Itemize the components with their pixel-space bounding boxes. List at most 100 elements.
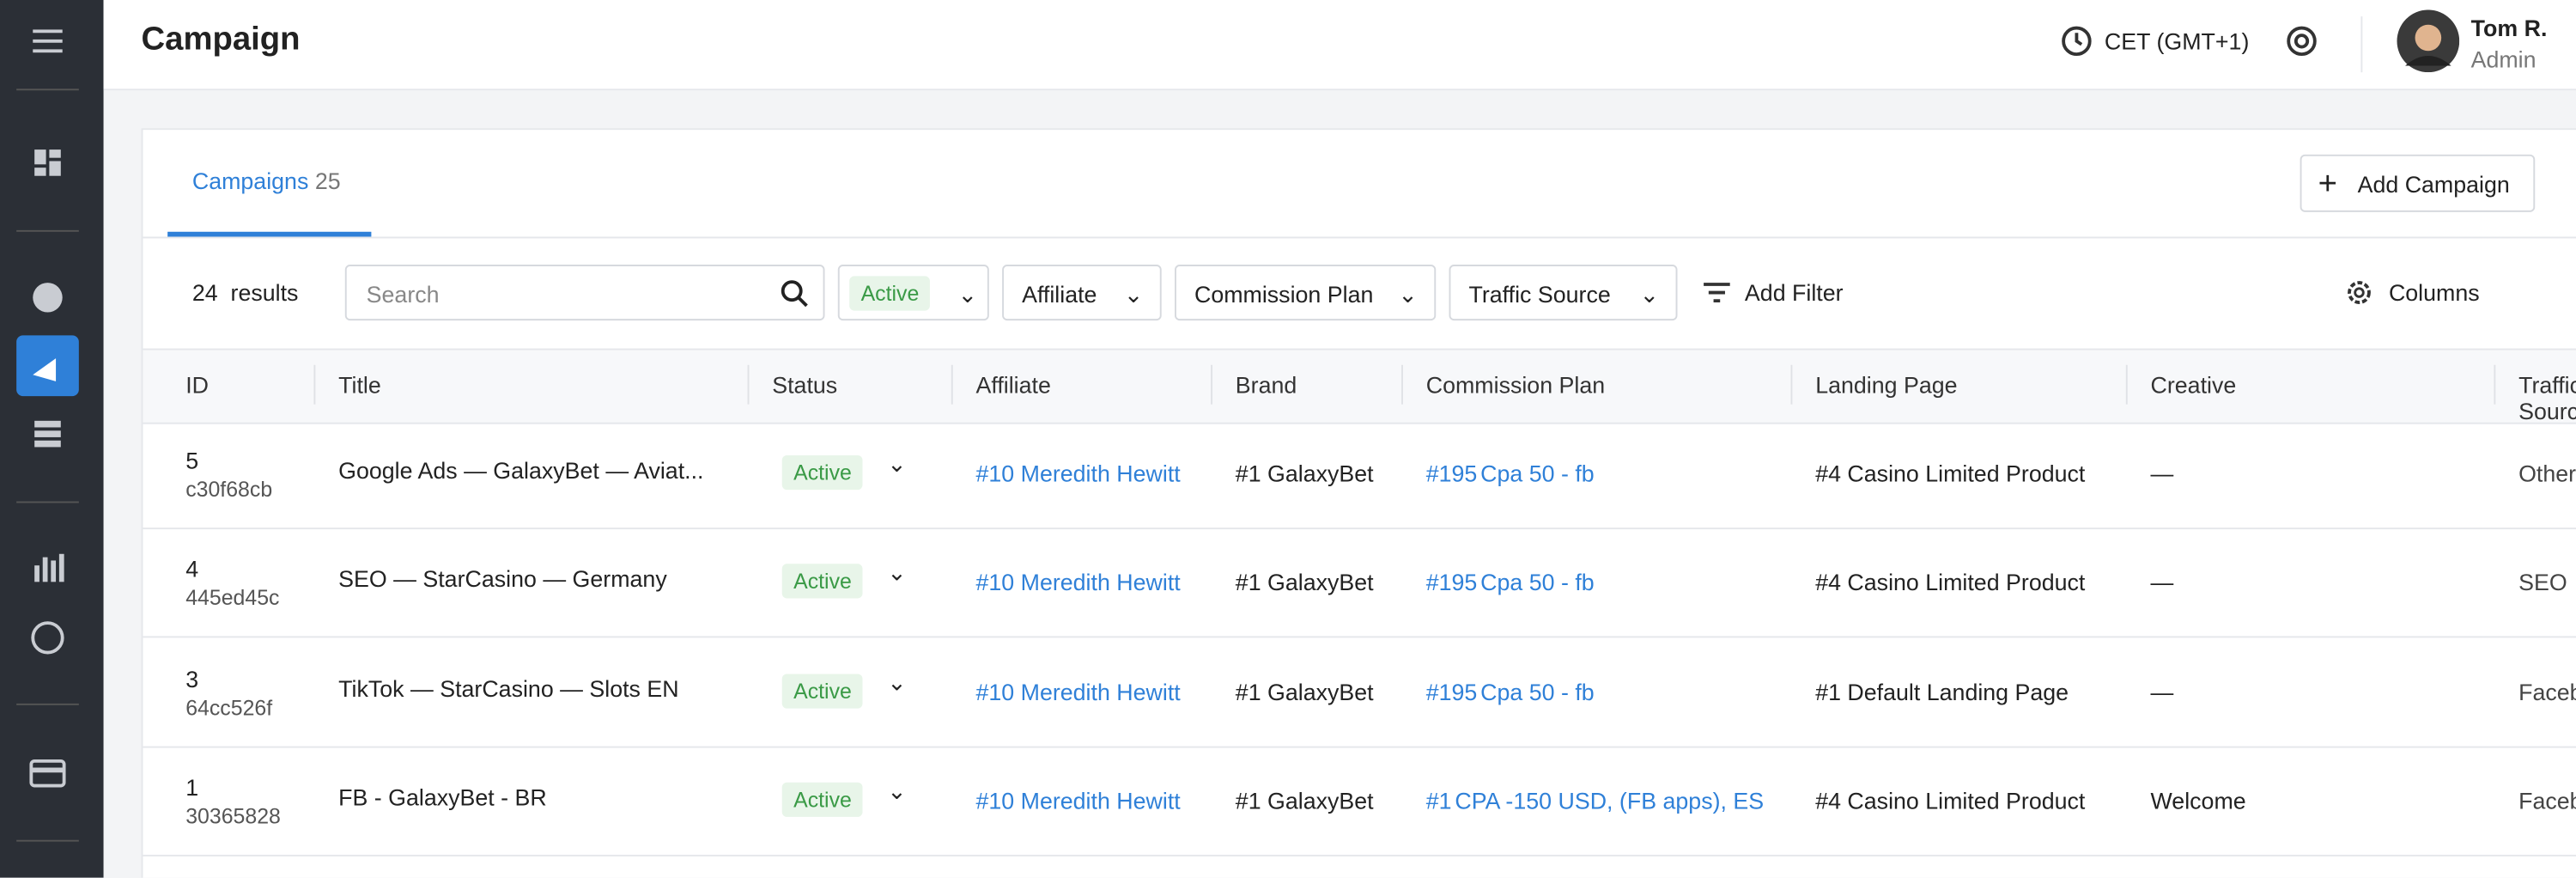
column-header: Landing Page xyxy=(1815,371,1958,399)
commission-plan-link[interactable]: #1 CPA -150 USD, (FB apps), ES xyxy=(1426,787,1764,814)
row-title: Google Ads — GalaxyBet — Aviat... xyxy=(338,456,704,484)
landing-page: #4 Casino Limited Product xyxy=(1815,787,2086,814)
landing-page: #4 Casino Limited Product xyxy=(1815,460,2086,487)
column-divider xyxy=(2125,364,2128,405)
row-divider xyxy=(143,637,2576,638)
filter-dropdown[interactable]: Traffic Source ⌄ xyxy=(1449,265,1678,321)
commission-plan-link[interactable]: #195 Cpa 50 - fb xyxy=(1426,678,1595,704)
chevron: ⌄ xyxy=(1398,281,1418,308)
tab-label: Campaigns xyxy=(191,168,309,194)
status-chevron[interactable]: ⌄ xyxy=(887,777,907,804)
columns-button[interactable]: Columns xyxy=(2388,279,2480,306)
card xyxy=(141,128,2576,878)
plan-id: #195 xyxy=(1425,678,1478,705)
affiliate-link[interactable]: #10 Meredith Hewitt xyxy=(975,787,1181,814)
commission-plan-link[interactable]: #195 Cpa 50 - fb xyxy=(1426,570,1595,596)
brand: #1 GalaxyBet xyxy=(1235,678,1374,705)
search-placeholder: Search xyxy=(366,281,440,308)
plan-id: #195 xyxy=(1425,569,1478,596)
commission-plan-link[interactable]: #195 Cpa 50 - fb xyxy=(1426,460,1595,487)
status-chevron[interactable]: ⌄ xyxy=(887,559,907,586)
tab[interactable]: Campaigns 25 xyxy=(192,168,341,194)
page-title: Campaign xyxy=(141,21,301,58)
row-title: SEO — StarCasino — Germany xyxy=(338,565,667,593)
timezone[interactable]: CET (GMT+1) xyxy=(2104,27,2250,55)
traffic-source: Facebook xyxy=(2518,787,2576,814)
gear-icon xyxy=(2348,281,2371,304)
column-divider xyxy=(951,364,953,405)
creative: Welcome xyxy=(2150,787,2246,814)
chevron: ⌄ xyxy=(1639,281,1659,308)
column-header: ID xyxy=(185,371,209,399)
affiliate-link[interactable]: #10 Meredith Hewitt xyxy=(975,678,1181,705)
header xyxy=(103,0,2576,91)
filter-dropdown[interactable]: Affiliate ⌄ xyxy=(1002,265,1162,321)
plan-name: CPA -150 USD, (FB apps), ES xyxy=(1455,787,1765,814)
status-badge: Active xyxy=(781,782,864,817)
add-filter[interactable]: Add Filter xyxy=(1744,279,1844,306)
row-divider xyxy=(143,527,2576,530)
row-code: c30f68cb xyxy=(185,476,273,502)
tab-underline xyxy=(167,231,372,237)
row-id: 3 xyxy=(185,665,199,692)
help-icon[interactable] xyxy=(2285,25,2318,58)
add-campaign-button[interactable]: + Add Campaign xyxy=(2300,154,2536,212)
column-header: Affiliate xyxy=(975,371,1051,399)
row-title: FB - GalaxyBet - BR xyxy=(338,783,547,811)
row-code: 445ed45c xyxy=(185,585,280,611)
column-header: Traffic Source xyxy=(2518,371,2576,424)
column-divider xyxy=(1211,364,1213,405)
status-badge: Active xyxy=(781,454,864,491)
landing-page: #1 Default Landing Page xyxy=(1815,678,2069,705)
results-count: 24 xyxy=(191,279,218,306)
plan-name: Cpa 50 - fb xyxy=(1480,569,1595,596)
affiliate-link[interactable]: #10 Meredith Hewitt xyxy=(975,569,1181,596)
row-divider xyxy=(143,745,2576,747)
row-id: 4 xyxy=(185,556,199,582)
traffic-source: Other xyxy=(2518,460,2576,487)
status-filter-value: Active xyxy=(849,276,931,311)
column-header: Creative xyxy=(2150,371,2237,399)
brand: #1 GalaxyBet xyxy=(1235,787,1374,814)
plan-id: #195 xyxy=(1425,460,1478,487)
row-id: 5 xyxy=(185,447,199,474)
results-label: results xyxy=(230,279,299,306)
brand: #1 GalaxyBet xyxy=(1235,569,1374,596)
status-chevron[interactable]: ⌄ xyxy=(887,668,907,695)
status-badge: Active xyxy=(781,564,864,600)
user-name: Tom R. xyxy=(2470,15,2548,41)
user-role: Admin xyxy=(2470,46,2537,73)
column-divider xyxy=(1790,364,1793,405)
row-code: 64cc526f xyxy=(185,694,273,720)
status-chevron[interactable]: ⌄ xyxy=(887,450,907,477)
filter-dropdown[interactable]: Commission Plan ⌄ xyxy=(1175,265,1437,321)
affiliate-link[interactable]: #10 Meredith Hewitt xyxy=(975,460,1181,487)
avatar[interactable] xyxy=(2397,9,2460,73)
creative: — xyxy=(2150,569,2174,596)
column-divider xyxy=(313,364,316,405)
search-input[interactable]: Search xyxy=(344,265,825,321)
landing-page: #4 Casino Limited Product xyxy=(1815,569,2086,596)
sidebar xyxy=(0,0,104,878)
column-divider xyxy=(1401,364,1403,405)
column-header: Status xyxy=(772,371,838,399)
creative: — xyxy=(2150,678,2174,705)
column-header: Commission Plan xyxy=(1425,371,1606,399)
creative: — xyxy=(2150,460,2174,487)
column-divider xyxy=(2494,364,2496,405)
chevron: ⌄ xyxy=(1123,281,1144,308)
clock-icon xyxy=(2062,26,2092,57)
tab-count: 25 xyxy=(314,168,341,194)
row-divider xyxy=(143,854,2576,857)
column-header: Brand xyxy=(1235,371,1297,399)
row-code: 30365828 xyxy=(185,803,281,829)
plan-id: #1 xyxy=(1425,787,1452,814)
status-badge: Active xyxy=(781,673,864,708)
status-filter[interactable]: Active ⌄ xyxy=(837,265,989,321)
traffic-source: Facebook xyxy=(2518,678,2576,705)
row-id: 1 xyxy=(185,773,199,801)
column-divider xyxy=(747,364,750,405)
column-header: Title xyxy=(338,371,381,399)
